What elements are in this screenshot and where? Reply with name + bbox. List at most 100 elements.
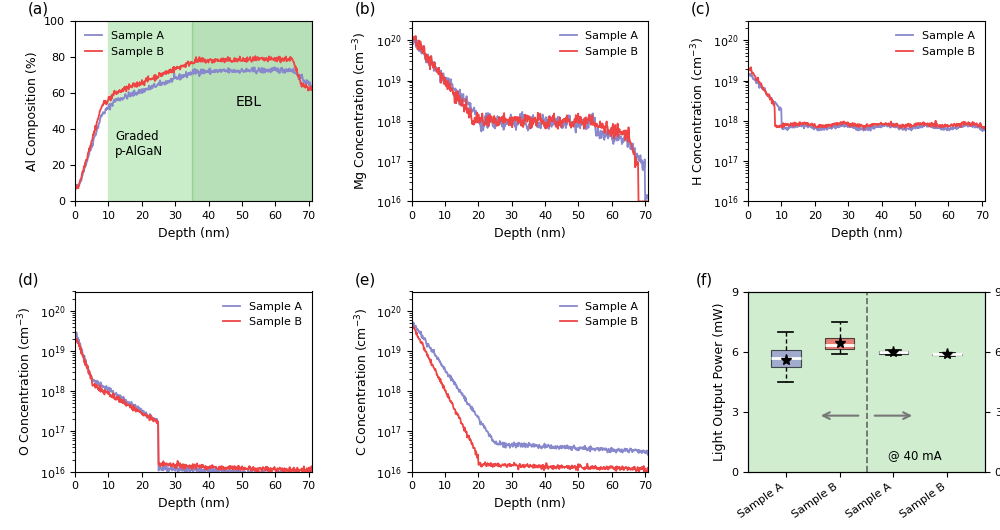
Sample A	[198, 469, 210, 475]
Sample B	[306, 465, 318, 471]
Sample A	[642, 452, 654, 458]
Line: Sample A: Sample A	[412, 38, 648, 201]
Sample B	[856, 122, 868, 129]
Sample B	[974, 120, 986, 126]
Sample A	[306, 85, 318, 91]
X-axis label: Depth (nm): Depth (nm)	[494, 227, 566, 240]
Sample A	[183, 70, 195, 77]
Sample A	[306, 469, 318, 475]
Sample B	[534, 464, 546, 471]
Sample B	[520, 462, 532, 469]
Y-axis label: Light Output Power (mW): Light Output Power (mW)	[713, 302, 726, 461]
Sample A	[198, 70, 210, 77]
Line: Sample A: Sample A	[75, 332, 312, 475]
Line: Sample B: Sample B	[75, 56, 312, 189]
PathPatch shape	[879, 350, 908, 354]
Legend: Sample A, Sample B: Sample A, Sample B	[219, 297, 306, 331]
Sample A	[182, 72, 194, 78]
Line: Sample B: Sample B	[75, 337, 312, 474]
Sample B	[858, 126, 870, 132]
Sample B	[937, 122, 949, 129]
Sample A	[642, 196, 654, 202]
PathPatch shape	[771, 350, 801, 367]
Text: (e): (e)	[355, 272, 376, 287]
Sample B	[69, 334, 81, 340]
Sample A	[937, 125, 949, 131]
Sample B	[884, 121, 896, 127]
Line: Sample A: Sample A	[748, 74, 985, 131]
Sample A	[69, 183, 81, 189]
Sample B	[263, 467, 275, 473]
Sample A	[979, 126, 991, 132]
X-axis label: Depth (nm): Depth (nm)	[158, 227, 229, 240]
Sample B	[182, 463, 194, 469]
Sample B	[264, 56, 276, 63]
Sample A	[600, 447, 612, 453]
Sample B	[547, 466, 559, 472]
Sample B	[637, 198, 649, 205]
Sample B	[745, 64, 757, 70]
Sample B	[198, 58, 210, 65]
Sample A	[520, 441, 532, 447]
Sample A	[547, 122, 559, 129]
Line: Sample B: Sample B	[412, 35, 648, 201]
Sample A	[637, 167, 649, 173]
Legend: Sample A, Sample B: Sample A, Sample B	[81, 26, 168, 61]
Sample A	[264, 66, 276, 73]
Sample B	[182, 58, 194, 65]
Text: @ 40 mA: @ 40 mA	[888, 449, 942, 462]
Text: Graded
p-AlGaN: Graded p-AlGaN	[115, 130, 163, 158]
Line: Sample B: Sample B	[412, 326, 648, 473]
Text: (f): (f)	[696, 272, 713, 287]
Sample A	[884, 122, 896, 128]
Sample B	[600, 465, 612, 472]
Sample B	[183, 464, 195, 470]
Sample A	[301, 78, 313, 85]
Sample A	[742, 70, 754, 77]
Sample A	[856, 125, 868, 131]
Text: (a): (a)	[28, 2, 49, 17]
Text: (d): (d)	[18, 272, 40, 287]
Sample A	[534, 120, 546, 127]
Line: Sample B: Sample B	[748, 67, 985, 129]
Sample B	[979, 124, 991, 130]
Sample A	[183, 463, 195, 469]
Sample A	[977, 128, 989, 134]
Sample A	[406, 34, 418, 41]
Legend: Sample A, Sample B: Sample A, Sample B	[555, 297, 643, 331]
PathPatch shape	[932, 354, 962, 355]
Sample A	[211, 67, 223, 73]
Sample B	[183, 62, 195, 68]
Text: (b): (b)	[355, 2, 376, 17]
Y-axis label: Al Composition (%): Al Composition (%)	[26, 51, 39, 171]
Sample B	[211, 57, 223, 64]
Sample A	[534, 444, 546, 450]
PathPatch shape	[825, 338, 854, 349]
Sample B	[871, 121, 883, 127]
Sample B	[642, 470, 654, 476]
Sample B	[406, 325, 418, 331]
Sample B	[642, 198, 654, 205]
X-axis label: Depth (nm): Depth (nm)	[831, 227, 902, 240]
X-axis label: Depth (nm): Depth (nm)	[494, 497, 566, 510]
Sample A	[519, 440, 531, 446]
Sample A	[742, 71, 754, 77]
Sample A	[406, 321, 418, 327]
Sample B	[70, 186, 82, 192]
Y-axis label: O Concentration (cm$^{-3}$): O Concentration (cm$^{-3}$)	[17, 307, 34, 456]
Sample B	[306, 86, 318, 92]
Sample B	[197, 462, 209, 469]
Line: Sample A: Sample A	[75, 67, 312, 187]
Sample A	[600, 134, 612, 140]
Sample B	[518, 121, 530, 127]
Sample A	[264, 471, 276, 477]
Sample B	[210, 464, 222, 470]
Y-axis label: H Concentration (cm$^{-3}$): H Concentration (cm$^{-3}$)	[690, 37, 707, 185]
Sample B	[519, 464, 531, 471]
Sample A	[182, 466, 194, 473]
Sample A	[871, 123, 883, 130]
Sample B	[69, 182, 81, 189]
Sample A	[547, 445, 559, 451]
Sample A	[70, 329, 82, 335]
Sample B	[742, 65, 754, 71]
